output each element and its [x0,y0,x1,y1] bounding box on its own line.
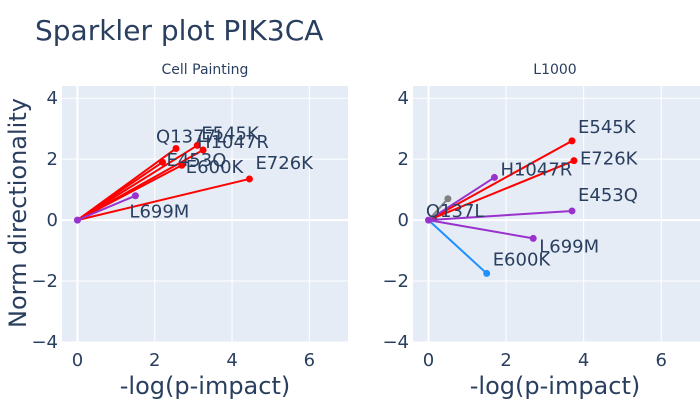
data-point [131,192,139,200]
y-tick-label: −2 [382,271,409,292]
plot-area [62,86,348,342]
panel-l1000: L1000 0 2 4 6 −4 −2 0 2 4 E545K E726K H1047R Q137L… [382,62,700,400]
point-label: E453Q [166,150,226,171]
x-tick-label: 4 [578,350,589,371]
data-point [172,144,180,152]
point-label: E600K [493,249,552,270]
y-tick-label: 4 [47,88,58,109]
sparkler-line [428,139,573,221]
point-label: H1047R [197,132,269,153]
y-tick-label: −4 [382,332,409,353]
x-tick-label: 6 [304,350,315,371]
panel-cell-painting: Cell Painting 0 2 4 6 −4 −2 0 2 4 Q1377LE545KH1… [31,62,348,400]
point-label: L699M [129,202,189,223]
plot-area [413,86,700,342]
figure-title: Sparkler plot PIK3CA [35,14,323,47]
data-point [568,207,576,215]
data-point [483,269,491,277]
x-tick-labels: 0 2 4 6 [72,350,315,371]
y-axis-title: Norm directionality [4,98,32,328]
y-tick-label: 0 [398,210,409,231]
point-label: E545K [201,123,260,144]
point-label: E453Q [578,185,638,206]
y-tick-label: −4 [31,332,58,353]
y-tick-labels: −4 −2 0 2 4 [31,88,58,353]
x-axis-title: -log(p-impact) [120,372,290,400]
point-label: Q137L [426,201,485,222]
sparkler-line [428,219,534,240]
point-label: E545K [578,117,637,138]
point-label: H1047R [500,159,572,180]
data-point [158,158,166,166]
x-tick-label: 0 [72,350,83,371]
y-tick-label: 4 [398,88,409,109]
y-tick-labels: −4 −2 0 2 4 [382,88,409,353]
point-label: L699M [539,236,599,257]
x-tick-labels: 0 2 4 6 [423,350,667,371]
x-tick-label: 0 [423,350,434,371]
data-point [490,173,498,181]
sparkler-line [427,198,449,221]
x-tick-label: 6 [655,350,666,371]
data-point [570,157,578,165]
point-label: E726K [255,153,314,174]
sparkler-line [76,161,164,221]
sparkler-line [77,177,250,222]
data-point [568,137,576,145]
x-tick-label: 2 [149,350,160,371]
y-tick-label: 2 [47,149,58,170]
y-tick-label: 2 [398,149,409,170]
point-label: E600K [186,157,245,178]
sparkler-line [428,209,573,222]
sparkler-line [76,164,183,221]
sparkler-line [427,176,495,221]
data-point [529,234,537,242]
panel-subtitle: L1000 [533,62,576,78]
x-axis-title: -log(p-impact) [470,372,640,400]
sparkler-line [77,194,136,222]
grid-lines [413,86,700,343]
data-point [444,195,452,203]
point-label: Q1377L [156,126,226,147]
grid-lines [62,86,348,343]
data-point [199,146,207,154]
data-point [193,141,201,149]
data-point [178,161,186,169]
origin-point [73,216,81,224]
data-point [245,175,253,183]
x-tick-label: 4 [226,350,237,371]
x-tick-label: 2 [500,350,511,371]
y-tick-label: 0 [47,210,58,231]
y-tick-label: −2 [31,271,58,292]
origin-point [425,216,433,224]
sparkler-line [427,219,488,275]
panel-subtitle: Cell Painting [162,62,249,78]
sparkler-line [428,159,575,222]
point-label: E726K [580,149,639,170]
